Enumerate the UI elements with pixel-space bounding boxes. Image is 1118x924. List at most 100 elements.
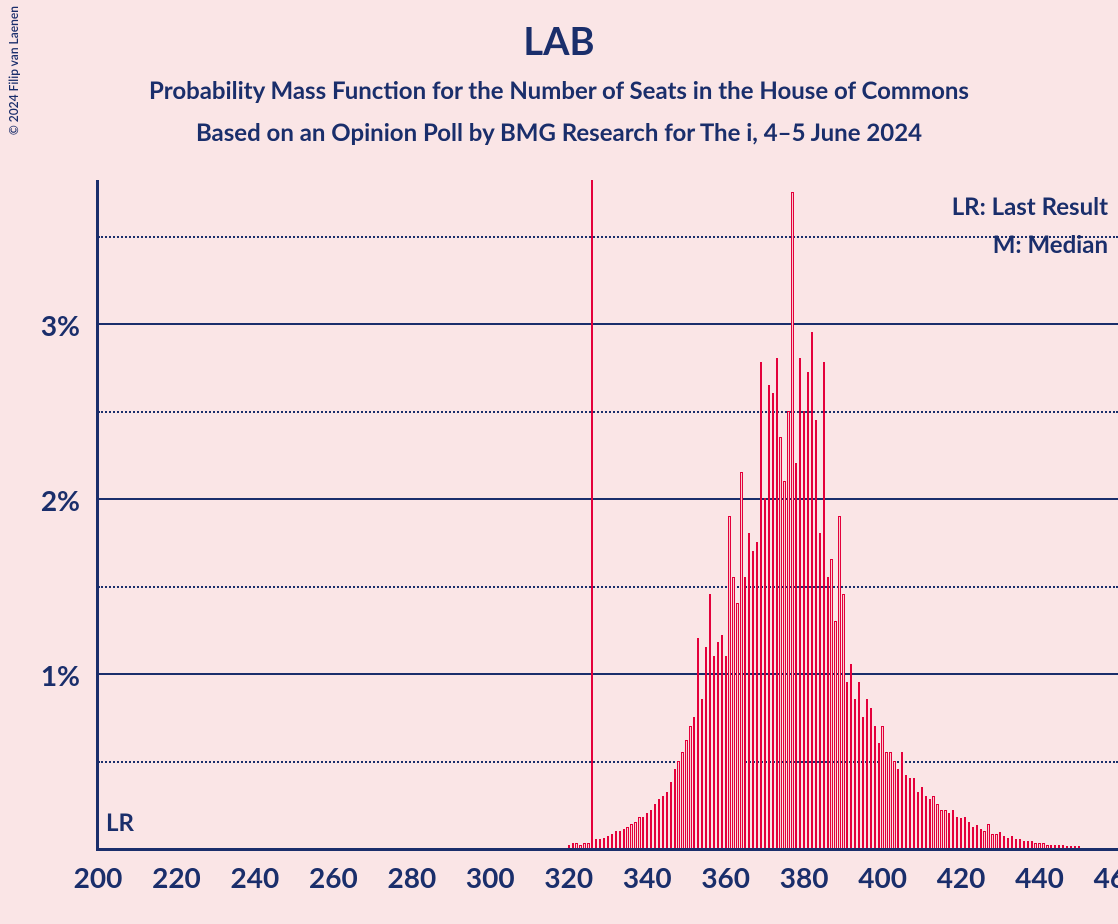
- pmf-bar: [1015, 839, 1017, 848]
- pmf-bar: [999, 832, 1001, 848]
- pmf-bar: [677, 761, 679, 848]
- pmf-bar: [991, 834, 993, 848]
- pmf-bar: [878, 743, 880, 848]
- pmf-bar: [870, 708, 872, 848]
- pmf-bar: [983, 831, 985, 848]
- pmf-bar: [783, 481, 785, 848]
- pmf-bar: [611, 834, 613, 848]
- pmf-bar: [854, 699, 856, 848]
- pmf-bar: [987, 824, 989, 848]
- pmf-bar: [1023, 841, 1025, 848]
- x-tick-label: 240: [220, 860, 290, 894]
- pmf-bar: [901, 752, 903, 848]
- y-axis-line: [96, 180, 99, 848]
- copyright-text: © 2024 Filip van Laenen: [6, 6, 21, 135]
- pmf-bar: [701, 699, 703, 848]
- pmf-bar: [709, 594, 711, 848]
- pmf-bar: [850, 664, 852, 848]
- pmf-bar: [674, 769, 676, 848]
- y-tick-label: 1%: [0, 658, 80, 692]
- pmf-bar: [909, 778, 911, 848]
- pmf-bar: [776, 358, 778, 848]
- pmf-bar: [838, 516, 840, 848]
- pmf-bar: [972, 827, 974, 848]
- x-tick-label: 220: [141, 860, 211, 894]
- last-result-line: [591, 180, 593, 848]
- x-tick-label: 260: [298, 860, 368, 894]
- pmf-bar: [732, 577, 734, 848]
- pmf-bar: [995, 834, 997, 848]
- pmf-bar: [862, 717, 864, 848]
- pmf-bar: [772, 393, 774, 848]
- pmf-bar: [893, 761, 895, 848]
- pmf-bar: [913, 778, 915, 848]
- pmf-bar: [819, 533, 821, 848]
- pmf-bar: [685, 740, 687, 848]
- pmf-bar: [980, 829, 982, 848]
- pmf-bar: [803, 411, 805, 848]
- pmf-bar: [599, 839, 601, 848]
- plot-area: [98, 180, 1118, 848]
- pmf-bar: [807, 372, 809, 848]
- x-tick-label: 440: [1005, 860, 1075, 894]
- y-tick-label: 2%: [0, 483, 80, 517]
- x-tick-label: 200: [63, 860, 133, 894]
- pmf-bar: [889, 752, 891, 848]
- pmf-bar: [603, 838, 605, 848]
- pmf-bar: [595, 839, 597, 848]
- legend-median: M: Median: [993, 230, 1108, 259]
- pmf-bar: [948, 813, 950, 848]
- pmf-bar: [936, 804, 938, 848]
- pmf-bar: [846, 682, 848, 848]
- pmf-bar: [768, 385, 770, 848]
- gridline-major: [98, 498, 1118, 500]
- x-axis-line: [96, 848, 1118, 851]
- pmf-bar: [740, 472, 742, 848]
- chart-title: LAB: [0, 18, 1118, 64]
- gridline-minor: [98, 761, 1118, 763]
- pmf-bar: [697, 638, 699, 848]
- gridline-major: [98, 673, 1118, 675]
- pmf-bar: [693, 717, 695, 848]
- pmf-bar: [1007, 838, 1009, 848]
- gridline-minor: [98, 586, 1118, 588]
- pmf-bar: [748, 533, 750, 848]
- x-tick-label: 460: [1083, 860, 1118, 894]
- pmf-bar: [787, 411, 789, 848]
- x-tick-label: 420: [926, 860, 996, 894]
- pmf-bar: [874, 726, 876, 848]
- pmf-bar: [646, 813, 648, 848]
- x-tick-label: 400: [848, 860, 918, 894]
- gridline-major: [98, 323, 1118, 325]
- pmf-bar: [827, 577, 829, 848]
- pmf-bar: [721, 635, 723, 848]
- pmf-bar: [917, 792, 919, 848]
- pmf-bar: [638, 817, 640, 848]
- pmf-bar: [952, 810, 954, 848]
- pmf-bar: [626, 827, 628, 848]
- pmf-bar: [1027, 841, 1029, 848]
- pmf-bar: [662, 796, 664, 848]
- pmf-bar: [795, 463, 797, 848]
- pmf-bar: [725, 656, 727, 848]
- pmf-bar: [929, 799, 931, 848]
- pmf-bar: [630, 824, 632, 848]
- x-tick-label: 280: [377, 860, 447, 894]
- pmf-bar: [885, 752, 887, 848]
- pmf-bar: [905, 775, 907, 848]
- pmf-bar: [689, 726, 691, 848]
- pmf-bar: [654, 804, 656, 848]
- pmf-bar: [964, 817, 966, 848]
- pmf-bar: [607, 836, 609, 848]
- pmf-bar: [830, 559, 832, 848]
- pmf-bar: [897, 769, 899, 848]
- pmf-bar: [658, 799, 660, 848]
- chart-subtitle-1: Probability Mass Function for the Number…: [0, 76, 1118, 105]
- pmf-bar: [650, 810, 652, 848]
- pmf-bar: [932, 796, 934, 848]
- x-tick-label: 360: [691, 860, 761, 894]
- pmf-bar: [791, 192, 793, 848]
- gridline-minor: [98, 411, 1118, 413]
- pmf-bar: [666, 792, 668, 848]
- pmf-bar: [944, 810, 946, 848]
